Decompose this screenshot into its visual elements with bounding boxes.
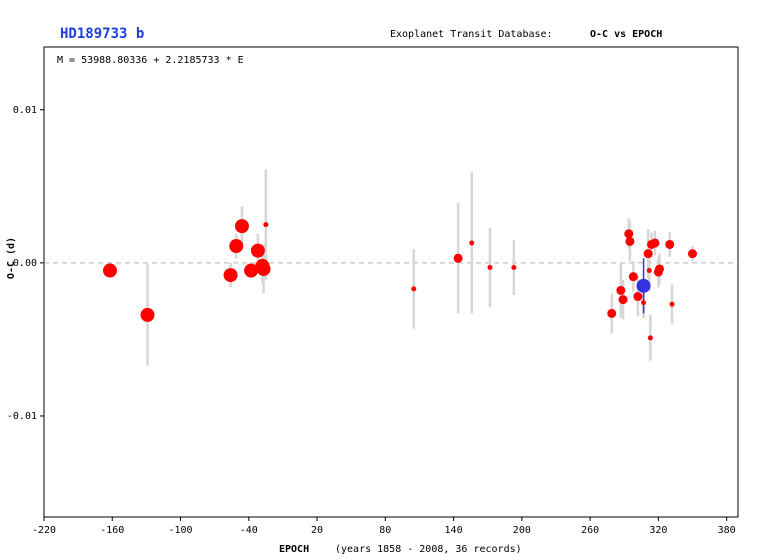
- data-point: [650, 238, 660, 248]
- data-point: [624, 229, 634, 239]
- x-tick-label: 140: [445, 525, 463, 536]
- data-point: [256, 261, 271, 276]
- data-point: [234, 219, 249, 234]
- x-tick-label: -40: [240, 525, 258, 536]
- data-point: [618, 295, 628, 305]
- data-point: [411, 286, 417, 292]
- ephemeris-formula: M = 53988.80336 + 2.2185733 * E: [57, 55, 244, 66]
- data-point: [687, 249, 697, 259]
- data-point: [102, 263, 117, 278]
- chart-title: HD189733 b: [60, 26, 144, 42]
- header-plot-type: O-C vs EPOCH: [590, 29, 662, 40]
- header-database-label: Exoplanet Transit Database:: [390, 29, 553, 40]
- x-tick-label: -100: [168, 525, 192, 536]
- data-point: [654, 264, 664, 274]
- data-point: [625, 236, 635, 246]
- data-point: [669, 301, 675, 307]
- y-tick-label: -0.01: [7, 411, 37, 422]
- x-tick-label: 380: [718, 525, 736, 536]
- highlight-data-point: [636, 278, 651, 293]
- x-axis-label: EPOCH: [279, 544, 309, 555]
- y-tick-label: 0.01: [13, 105, 37, 116]
- data-point: [628, 272, 638, 282]
- data-point: [453, 253, 463, 263]
- data-point: [665, 239, 675, 249]
- data-point: [469, 240, 475, 246]
- y-axis-label: O-C (d): [6, 237, 17, 279]
- x-tick-label: 200: [513, 525, 531, 536]
- data-point: [647, 335, 653, 341]
- x-tick-label: 20: [311, 525, 323, 536]
- data-point: [250, 243, 265, 258]
- data-point: [229, 239, 244, 254]
- data-point: [511, 264, 517, 270]
- data-point: [223, 268, 238, 283]
- x-tick-label: -160: [100, 525, 124, 536]
- data-point: [487, 264, 493, 270]
- x-tick-label: -220: [32, 525, 56, 536]
- data-point: [643, 249, 653, 259]
- data-point: [263, 222, 269, 228]
- data-point: [641, 300, 647, 306]
- data-point: [140, 307, 155, 322]
- data-point: [244, 263, 259, 278]
- x-axis-note: (years 1858 - 2008, 36 records): [335, 544, 522, 555]
- x-tick-label: 260: [581, 525, 599, 536]
- y-tick-label: 0.00: [13, 258, 37, 269]
- data-point: [646, 268, 652, 274]
- data-point: [633, 292, 643, 302]
- data-point: [607, 308, 617, 318]
- plot-area-frame: [43, 46, 739, 518]
- x-tick-label: 320: [649, 525, 667, 536]
- x-tick-label: 80: [379, 525, 391, 536]
- data-point: [616, 285, 626, 295]
